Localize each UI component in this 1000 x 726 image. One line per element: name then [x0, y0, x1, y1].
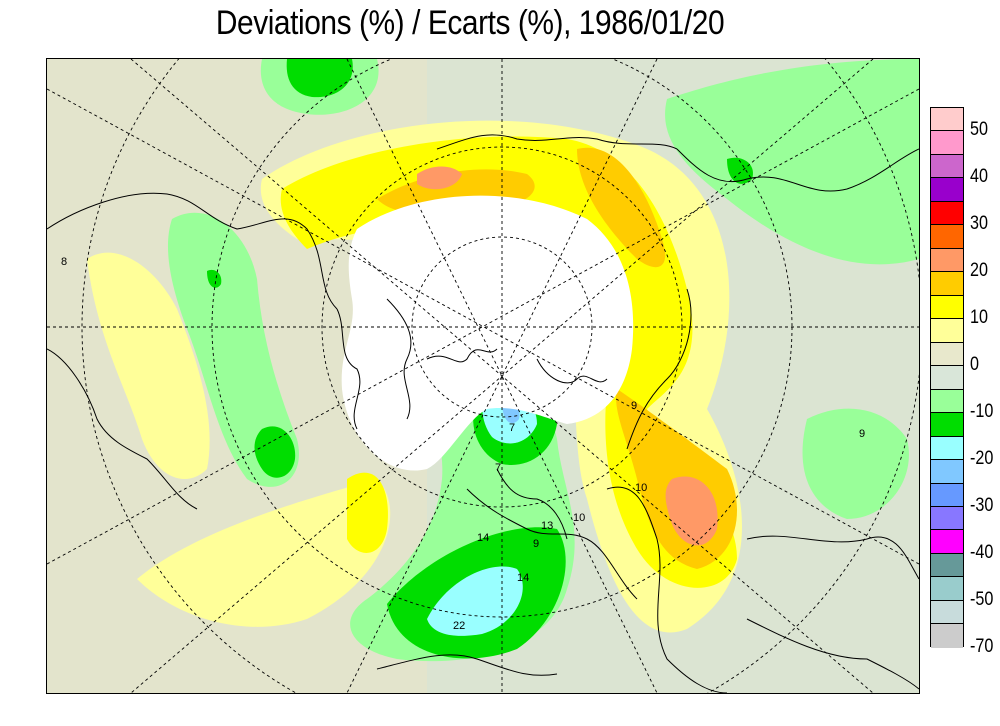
positive-area-southwest	[137, 479, 391, 627]
deficit-area-mediterranean	[427, 566, 523, 636]
legend-swatch	[931, 600, 963, 625]
legend-label: -20	[970, 448, 994, 470]
legend-swatch	[931, 483, 963, 507]
salmon-area-asia	[665, 476, 718, 546]
legend-swatch	[931, 389, 963, 414]
positive-area-west	[87, 252, 210, 479]
strong-negative-area-east	[727, 157, 753, 184]
contour-label: 9	[533, 538, 539, 550]
contour-label: 14	[517, 572, 529, 584]
polar-grid	[47, 59, 919, 693]
yellow-area-north	[280, 136, 737, 588]
meridian-diag-2	[130, 59, 874, 693]
legend-swatch	[931, 108, 963, 132]
coastlines	[47, 134, 919, 693]
legend-swatch	[931, 225, 963, 249]
contour-label: 9	[631, 400, 637, 412]
contour-labels: 7 14 14 22 9 10 13 9 10 7 9 8	[61, 256, 865, 632]
legend-label: -40	[970, 542, 994, 564]
color-legend: 50 40 30 20 10 0 -10 -20 -30 -40 -50 -70	[930, 107, 1000, 657]
legend-swatches	[930, 107, 964, 648]
legend-swatch	[931, 577, 963, 601]
strong-negative-area-north	[286, 59, 353, 98]
legend-swatch	[931, 506, 963, 531]
strong-negative-area-small	[207, 269, 222, 288]
legend-swatch	[931, 366, 963, 390]
legend-swatch	[931, 295, 963, 320]
strong-negative-area-labrador	[254, 426, 296, 478]
legend-label: 50	[970, 119, 988, 141]
legend-swatch	[931, 530, 963, 554]
legend-label: -30	[970, 495, 994, 517]
legend-label: -10	[970, 401, 994, 423]
legend-swatch	[931, 436, 963, 461]
legend-label: 40	[970, 166, 988, 188]
legend-label: 30	[970, 213, 988, 235]
legend-label: -70	[970, 636, 994, 657]
negative-area-northeast	[665, 59, 919, 265]
map-canvas: 7 14 14 22 9 10 13 9 10 7 9 8	[47, 59, 919, 693]
latitude-circle-80	[411, 236, 593, 418]
legend-label: 0	[970, 354, 979, 376]
legend-swatch	[931, 248, 963, 273]
contour-label: 13	[541, 520, 553, 532]
legend-swatch	[931, 201, 963, 226]
meridian-diag-5	[346, 59, 658, 693]
legend-label: -50	[970, 589, 994, 611]
legend-swatch	[931, 319, 963, 343]
legend-swatch	[931, 131, 963, 155]
meridian-diag-6	[346, 59, 658, 693]
negative-area-east	[802, 408, 909, 519]
deviation-map: 7 14 14 22 9 10 13 9 10 7 9 8	[46, 58, 920, 694]
legend-swatch	[931, 342, 963, 367]
contour-label: 7	[495, 462, 501, 474]
salmon-area-arctic	[417, 166, 462, 190]
contour-label: 9	[859, 428, 865, 440]
legend-swatch	[931, 272, 963, 296]
map-title: Deviations (%) / Ecarts (%), 1986/01/20	[215, 4, 725, 42]
legend-swatch	[931, 413, 963, 437]
negative-area-west-atlantic	[167, 212, 299, 487]
latitude-circle-70	[321, 146, 683, 508]
orange-area-siberia	[577, 147, 666, 268]
yellow-area-atlantic	[347, 472, 388, 553]
contour-label: 10	[635, 482, 647, 494]
polar-cap-no-data	[341, 195, 634, 471]
contour-label: 7	[509, 422, 515, 434]
legend-label: 20	[970, 260, 988, 282]
legend-swatch	[931, 154, 963, 179]
legend-swatch	[931, 624, 963, 648]
contour-label: 14	[477, 532, 489, 544]
contour-label: 22	[453, 620, 465, 632]
legend-label: 10	[970, 307, 988, 329]
contour-label: 8	[61, 256, 67, 268]
legend-swatch	[931, 460, 963, 484]
legend-swatch	[931, 553, 963, 578]
contour-label: 10	[573, 512, 585, 524]
legend-swatch	[931, 178, 963, 202]
